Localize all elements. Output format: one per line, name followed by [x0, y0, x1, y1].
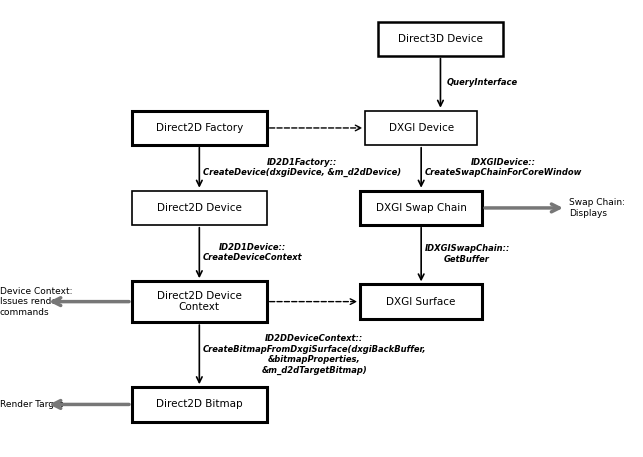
Text: IDXGIDevice::
CreateSwapChainForCoreWindow: IDXGIDevice:: CreateSwapChainForCoreWind…	[424, 158, 582, 177]
FancyBboxPatch shape	[378, 21, 503, 56]
Text: ID2D1Device::
CreateDeviceContext: ID2D1Device:: CreateDeviceContext	[203, 243, 302, 262]
Text: DXGI Device: DXGI Device	[388, 123, 454, 133]
FancyBboxPatch shape	[132, 387, 267, 421]
Text: Direct2D Device: Direct2D Device	[157, 203, 242, 213]
FancyBboxPatch shape	[132, 281, 267, 322]
Text: DXGI Swap Chain: DXGI Swap Chain	[376, 203, 467, 213]
FancyBboxPatch shape	[365, 111, 477, 145]
Text: Direct2D Factory: Direct2D Factory	[156, 123, 243, 133]
Text: ID2D1Factory::
CreateDevice(dxgiDevice, &m_d2dDevice): ID2D1Factory:: CreateDevice(dxgiDevice, …	[203, 158, 401, 177]
Text: Direct3D Device: Direct3D Device	[398, 34, 483, 44]
FancyBboxPatch shape	[360, 191, 482, 225]
Text: DXGI Surface: DXGI Surface	[386, 297, 456, 307]
FancyBboxPatch shape	[132, 111, 267, 145]
Text: Direct2D Device
Context: Direct2D Device Context	[157, 291, 242, 313]
Text: Device Context:
Issues render
commands: Device Context: Issues render commands	[0, 287, 73, 317]
Text: Render Target: Render Target	[0, 400, 63, 409]
Text: IDXGISwapChain::
GetBuffer: IDXGISwapChain:: GetBuffer	[424, 244, 510, 264]
Text: QueryInterface: QueryInterface	[447, 78, 518, 87]
FancyBboxPatch shape	[360, 284, 482, 319]
Text: Direct2D Bitmap: Direct2D Bitmap	[156, 399, 242, 409]
Text: ID2DDeviceContext::
CreateBitmapFromDxgiSurface(dxgiBackBuffer,
&bitmapPropertie: ID2DDeviceContext:: CreateBitmapFromDxgi…	[203, 335, 426, 375]
Text: Swap Chain:
Displays: Swap Chain: Displays	[569, 198, 625, 218]
FancyBboxPatch shape	[132, 191, 267, 225]
